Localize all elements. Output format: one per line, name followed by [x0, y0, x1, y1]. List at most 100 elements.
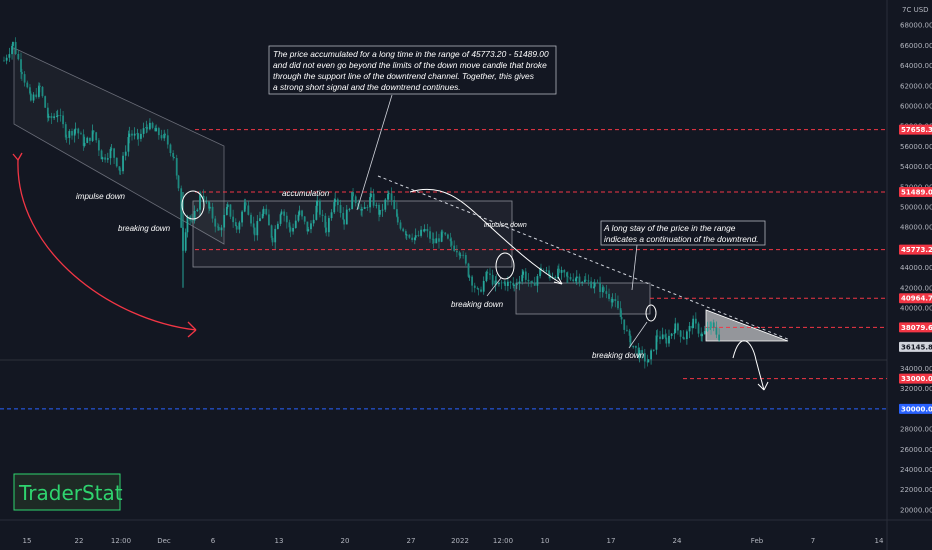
candle-body: [115, 157, 118, 167]
candle-body: [73, 129, 76, 136]
candle-body: [92, 130, 95, 133]
candle-body: [133, 133, 136, 136]
candle-body: [47, 116, 50, 118]
candle-body: [271, 237, 274, 243]
y-tick-label: 62000.00: [900, 82, 932, 90]
candle-body: [339, 205, 342, 213]
candle-body: [163, 134, 166, 139]
candle-body: [450, 241, 453, 246]
candle-body: [426, 228, 429, 232]
candle-body: [641, 350, 644, 354]
x-tick-label: 17: [607, 537, 616, 545]
candle-body: [417, 235, 420, 236]
candle-body: [617, 300, 619, 309]
candle-body: [498, 282, 500, 285]
candle-body: [234, 222, 237, 227]
candle-body: [50, 116, 53, 119]
candle-body: [348, 209, 351, 210]
candle-body: [665, 337, 668, 344]
note-1-line-2: and did not even go beyond the limits of…: [273, 60, 547, 70]
candle-body: [685, 331, 688, 340]
candle-body: [384, 199, 387, 210]
candle-body: [220, 227, 223, 231]
candle-body: [611, 299, 614, 303]
y-tick-label: 54000.00: [900, 163, 932, 171]
candle-body: [623, 319, 626, 330]
candle-body: [252, 223, 255, 228]
candle-body: [596, 282, 599, 284]
candle-body: [420, 229, 422, 236]
candle-body: [146, 127, 149, 130]
candle-body: [619, 308, 622, 317]
candle-body: [113, 148, 115, 158]
candle-body: [677, 323, 679, 331]
candle-body: [614, 299, 617, 301]
impulse-arrow-head: [553, 276, 563, 285]
candle-body: [312, 219, 315, 224]
candle-body: [634, 345, 637, 348]
candle-body: [68, 131, 71, 138]
candle-body: [486, 271, 489, 274]
candle-body: [413, 237, 416, 240]
candle-body: [336, 199, 339, 206]
candle-body: [5, 57, 8, 61]
note-2-line-2: indicates a continuation of the downtren…: [604, 234, 759, 244]
candle-body: [110, 148, 113, 150]
candle-body: [276, 223, 279, 229]
candle-body: [324, 215, 327, 228]
candle-body: [191, 220, 193, 222]
candle-body: [310, 223, 312, 230]
candle-body: [369, 197, 371, 208]
candle-body: [572, 279, 575, 282]
candle-body: [268, 214, 270, 226]
candle-body: [682, 336, 685, 339]
x-tick-label: 13: [275, 537, 284, 545]
candle-body: [694, 318, 697, 324]
candle-body: [536, 276, 539, 286]
candle-body: [3, 60, 5, 62]
candle-body: [238, 222, 241, 230]
candle-body: [378, 204, 380, 215]
candle-body: [453, 245, 456, 251]
candle-body: [718, 334, 721, 341]
candle-body: [91, 130, 94, 141]
candle-body: [381, 209, 384, 211]
y-tick-label: 66000.00: [900, 42, 932, 50]
label-impulse-down-1: impulse down: [76, 192, 125, 201]
x-tick-label: 12:00: [111, 537, 131, 545]
bd3-pointer: [628, 321, 648, 349]
candle-body: [175, 158, 178, 176]
candle-body: [142, 128, 145, 134]
candle-body: [477, 288, 480, 290]
candle-body: [539, 268, 542, 277]
candle-body: [283, 211, 286, 216]
candle-body: [32, 94, 35, 101]
candle-body: [495, 280, 498, 285]
projection-arrow: [732, 340, 765, 391]
candle-body: [177, 175, 180, 189]
candle-body: [298, 210, 301, 215]
candle-body: [575, 278, 577, 282]
currency-label: 7C USD: [902, 6, 929, 14]
candle-body: [533, 282, 536, 286]
candle-body: [180, 188, 183, 228]
candle-body: [118, 166, 121, 171]
x-tick-label: 12:00: [493, 537, 513, 545]
candle-body: [89, 137, 91, 141]
candle-body: [626, 329, 628, 331]
candle-body: [211, 206, 214, 219]
candle-body: [261, 213, 264, 219]
candle-body: [656, 335, 659, 337]
candle-body: [265, 208, 268, 215]
candle-body: [351, 192, 354, 210]
x-tick-label: 20: [341, 537, 350, 545]
candle-body: [701, 334, 703, 337]
candle-body: [122, 155, 124, 172]
candle-body: [455, 250, 458, 253]
candle-body: [44, 96, 47, 108]
candle-body: [256, 221, 259, 236]
candle-body: [575, 276, 578, 279]
candle-body: [521, 274, 524, 282]
candle-body: [226, 204, 229, 208]
candle-body: [438, 238, 440, 242]
